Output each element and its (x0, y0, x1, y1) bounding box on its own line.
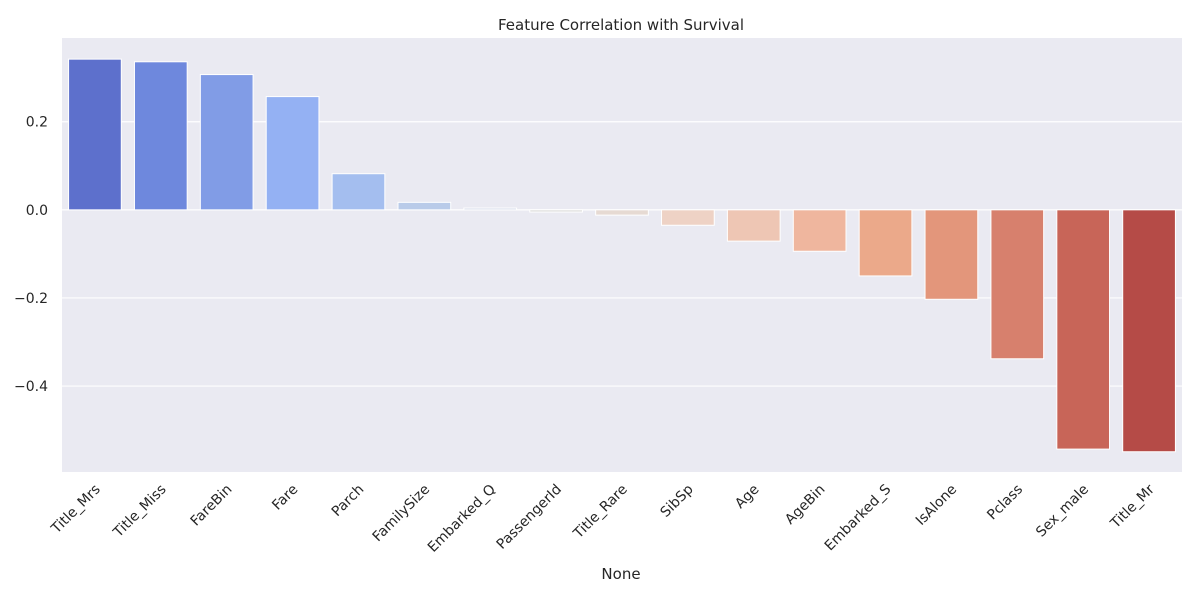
x-axis-label: None (601, 565, 640, 583)
bar-title-mrs (68, 58, 122, 211)
x-tick-label: SibSp (658, 481, 697, 520)
bar-title-rare (595, 209, 649, 216)
x-tick-label: PassengerId (494, 482, 565, 553)
bar-age (726, 209, 781, 242)
x-tick-label: FareBin (188, 482, 236, 530)
y-tick-labels: 0.2 0.0 −0.2 −0.4 (14, 115, 48, 395)
bar-sibsp (661, 209, 715, 226)
bar-embarked-q (463, 207, 518, 211)
x-tick-label: AgeBin (782, 482, 828, 528)
bar-title-mr (1122, 209, 1176, 453)
bar-pclass (990, 209, 1045, 360)
x-tick-label: Sex_male (1033, 482, 1092, 541)
y-tick-label: 0.0 (26, 203, 48, 219)
bar-embarked-s (858, 209, 913, 277)
x-tick-label: Fare (269, 482, 301, 514)
x-tick-label: IsAlone (913, 482, 960, 529)
x-tick-label: Title_Rare (570, 482, 631, 543)
y-tick-label: 0.2 (26, 115, 48, 131)
bars (68, 58, 1176, 453)
bar-farebin (199, 74, 254, 211)
bar-fare (265, 96, 320, 211)
x-tick-label: FamilySize (370, 482, 433, 545)
x-tick-label: Title_Mrs (48, 482, 104, 538)
bar-passengerid (529, 209, 583, 213)
bar-sex-male (1056, 209, 1111, 450)
bar-isalone (924, 209, 979, 300)
x-tick-label: Pclass (984, 482, 1026, 524)
chart-title: Feature Correlation with Survival (498, 16, 744, 34)
x-tick-label: Embarked_S (822, 481, 895, 554)
x-tick-label: Title_Miss (110, 482, 170, 542)
x-tick-label: Parch (329, 482, 367, 520)
x-tick-labels: Title_Mrs Title_Miss FareBin Fare Parch Famil… (48, 481, 1158, 555)
x-tick-label: Age (732, 482, 762, 512)
bar-parch (331, 173, 386, 211)
bar-title-miss (133, 61, 188, 211)
x-tick-label: Embarked_Q (425, 482, 499, 556)
bar-familysize (397, 201, 452, 211)
y-tick-label: −0.2 (14, 291, 48, 307)
x-tick-label: Title_Mr (1107, 481, 1158, 532)
bar-agebin (792, 209, 847, 252)
y-tick-label: −0.4 (14, 379, 48, 395)
